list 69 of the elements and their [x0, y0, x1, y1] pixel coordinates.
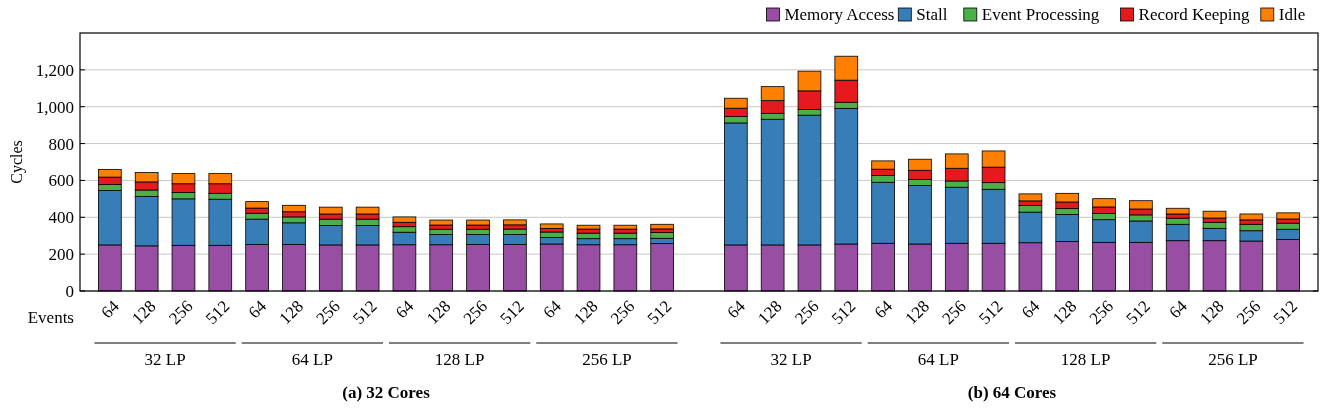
bar — [1018, 193, 1043, 202]
x-tick-label: 256 — [459, 296, 492, 329]
x-tick-label: 512 — [349, 296, 381, 329]
x-tick-label: 128 — [901, 296, 933, 329]
x-tick-label: 256 — [791, 296, 823, 329]
text: (b) 64 Cores — [967, 383, 1057, 402]
bar — [392, 216, 417, 223]
x-tick-label: 128 — [570, 296, 602, 329]
x-tick-label: 128 — [422, 296, 455, 329]
bar — [576, 224, 601, 230]
x-tick-label: 256 — [1085, 296, 1118, 329]
x-tick-label: 128 — [1196, 296, 1228, 329]
y-tick-label: 1,000 — [35, 97, 74, 117]
x-tick-label: 256 — [165, 296, 197, 329]
text: 128 LP — [1060, 350, 1111, 369]
bar — [1239, 213, 1264, 221]
x-tick-label: 128 — [754, 296, 786, 329]
x-tick-label: 64 — [539, 296, 566, 323]
text: 128 LP — [434, 350, 485, 369]
x-tick-label: 128 — [1048, 296, 1081, 329]
x-tick-label: 256 — [938, 296, 970, 329]
bar — [539, 223, 564, 229]
legend-label: Record Keeping — [1138, 5, 1251, 24]
bar — [466, 219, 490, 226]
bar — [650, 223, 674, 230]
x-tick-label: 256 — [312, 296, 344, 329]
x-tick-label: 64 — [391, 296, 418, 323]
x-tick-label: 256 — [1232, 296, 1265, 329]
y-tick-label: 1,200 — [35, 60, 74, 80]
x-tick-label: 128 — [128, 296, 160, 329]
x-tick-label: 512 — [1269, 296, 1302, 329]
text: 256 LP — [1208, 350, 1258, 369]
bar — [503, 219, 527, 226]
text: 256 LP — [582, 350, 632, 369]
y-tick-label: 0 — [65, 281, 74, 301]
x-tick-label: 64 — [97, 296, 124, 323]
x-tick-label: 128 — [275, 296, 307, 329]
x-tick-label: 256 — [606, 296, 639, 329]
x-tick-label: 512 — [643, 296, 676, 329]
bar — [1276, 212, 1300, 220]
legend-label: Event Processing — [981, 5, 1100, 24]
x-tick-label: 512 — [975, 296, 1007, 329]
x-tick-label: 512 — [496, 296, 528, 329]
legend-label: Memory Access — [784, 5, 895, 24]
x-axis-title: Events — [27, 308, 74, 327]
text: 32 LP — [770, 350, 812, 369]
text: 64 LP — [917, 350, 959, 369]
x-tick-label: 64 — [244, 296, 271, 323]
x-tick-label: 512 — [201, 296, 234, 329]
text: (a) 32 Cores — [342, 383, 431, 402]
x-tick-label: 512 — [827, 296, 860, 329]
x-tick-label: 64 — [723, 296, 750, 323]
bar — [1165, 207, 1190, 215]
y-tick-label: 200 — [48, 245, 74, 265]
bar — [1202, 210, 1227, 219]
y-tick-label: 600 — [48, 171, 74, 191]
y-axis-title: Cycles — [8, 140, 26, 184]
legend-label: Stall — [916, 5, 948, 24]
x-tick-label: 64 — [870, 296, 897, 323]
legend-label: Idle — [1278, 5, 1306, 24]
bar — [613, 224, 638, 230]
y-tick-label: 800 — [48, 134, 74, 154]
x-tick-label: 64 — [1017, 296, 1044, 323]
text: 64 LP — [291, 350, 333, 369]
y-tick-label: 400 — [48, 208, 74, 228]
x-tick-label: 512 — [1122, 296, 1154, 329]
bar — [429, 219, 454, 226]
text: 32 LP — [144, 350, 186, 369]
x-tick-label: 64 — [1165, 296, 1192, 323]
